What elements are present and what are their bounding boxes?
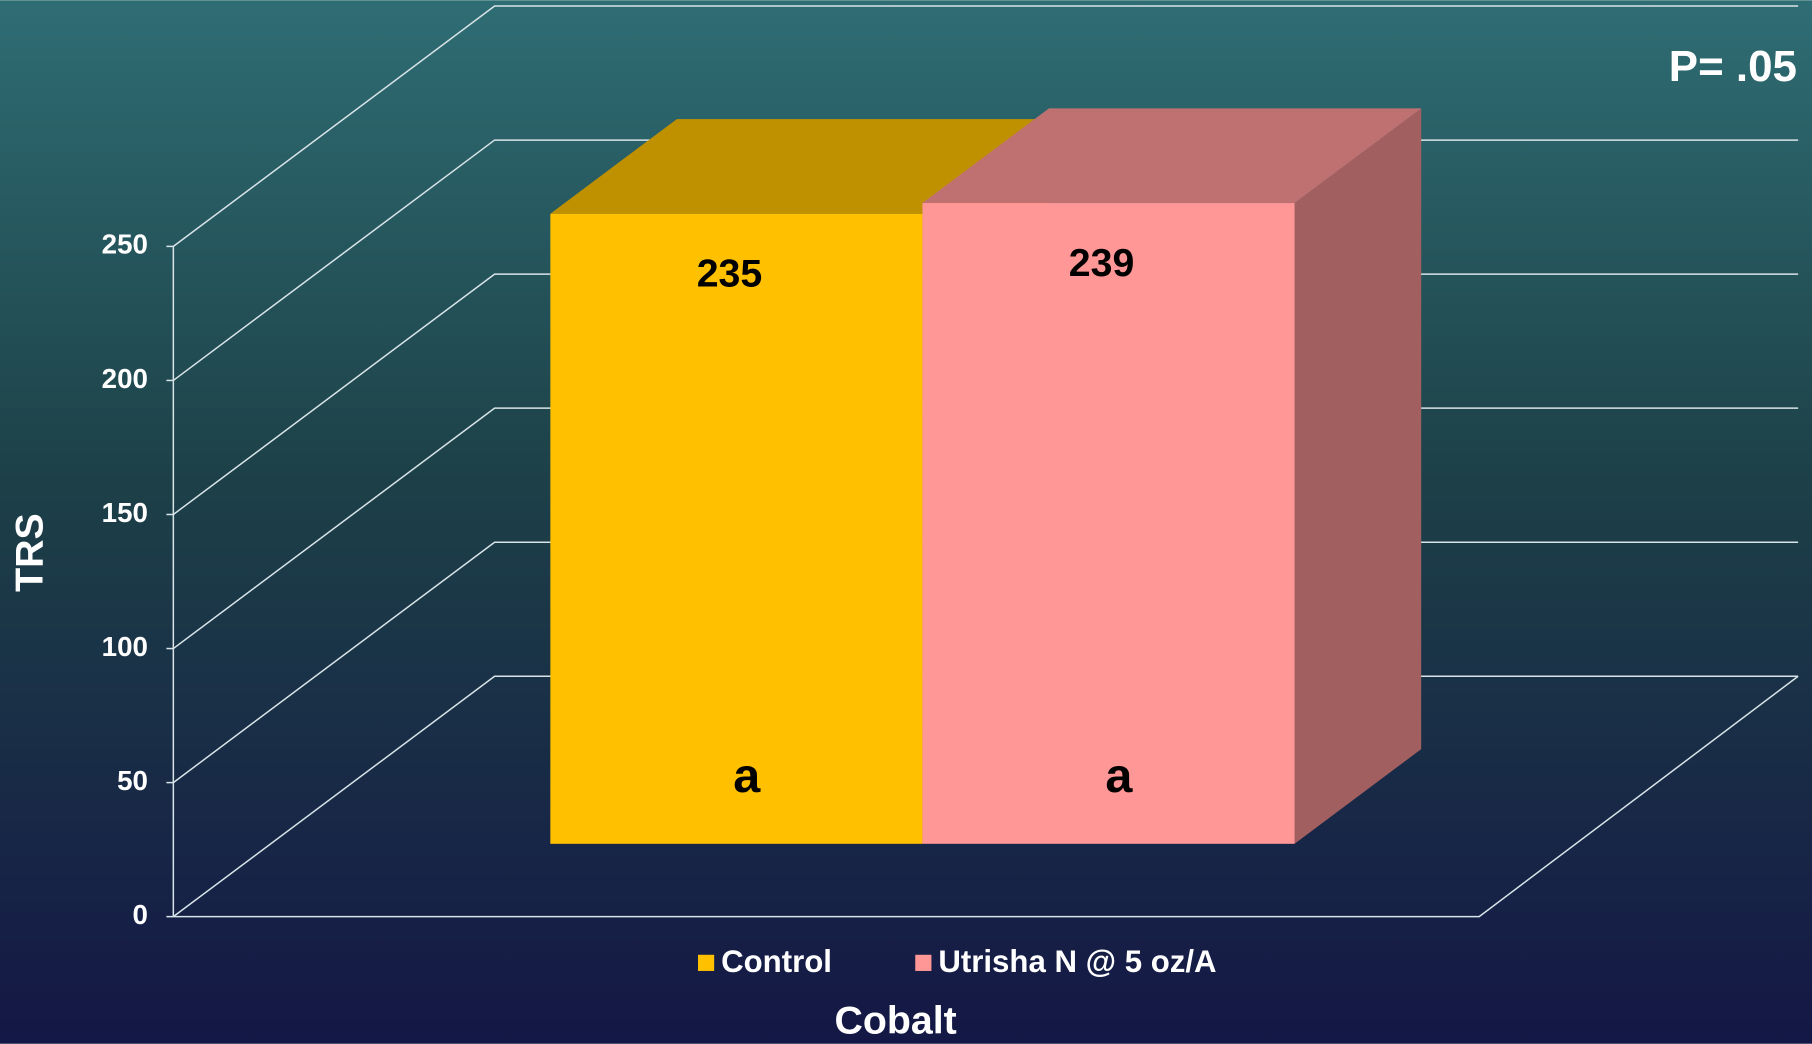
y-tick-label: 100 (102, 631, 148, 662)
bar (550, 213, 923, 844)
y-tick-label: 250 (102, 229, 148, 260)
legend-swatch (915, 954, 932, 971)
significance-letter: a (733, 749, 761, 803)
significance-letter: a (1105, 749, 1133, 803)
bar (922, 203, 1295, 844)
legend-label: Control (721, 944, 832, 979)
bar-side-shade (1294, 108, 1422, 844)
x-tick-label: Cobalt (834, 998, 956, 1042)
legend-label: Utrisha N @ 5 oz/A (938, 944, 1216, 979)
value-label: 235 (697, 252, 763, 296)
value-label: 239 (1069, 241, 1135, 285)
grid-line (172, 5, 1799, 247)
bar-top (922, 108, 1422, 204)
bar-top-shade (550, 119, 1050, 214)
bar-side (1294, 108, 1422, 844)
bar-top (550, 119, 1050, 214)
bar-top-shade (922, 108, 1422, 204)
y-axis-label: TRS (8, 513, 52, 592)
y-tick-label: 200 (102, 363, 148, 394)
y-tick-label: 0 (132, 899, 147, 930)
y-tick-label: 150 (102, 497, 148, 528)
floor-edge (173, 675, 1799, 918)
y-tick-label: 50 (117, 765, 148, 796)
annotation: P= .05 (1669, 42, 1797, 91)
legend-swatch (697, 954, 715, 971)
walls (172, 246, 1799, 918)
